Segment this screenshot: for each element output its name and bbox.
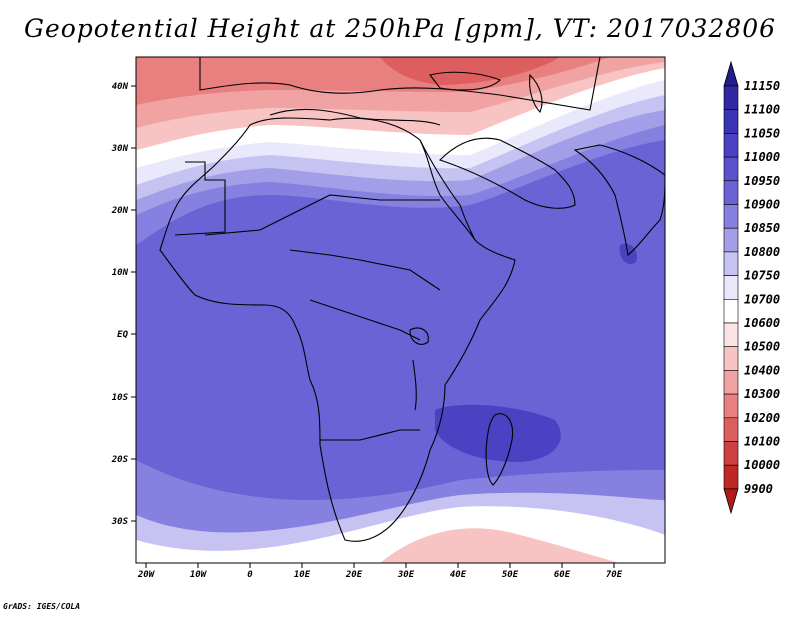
field-band-south-pink — [380, 528, 620, 563]
colorbar-level-label: 10900 — [744, 198, 780, 212]
colorbar-level-label: 10000 — [744, 458, 780, 472]
x-tick-label: 10E — [294, 570, 311, 580]
colorbar-bottom-arrow — [723, 488, 739, 515]
x-tick-label: 20W — [137, 570, 156, 580]
coast-black-sea — [429, 71, 501, 91]
colorbar-band — [723, 417, 739, 442]
coast-lake-malawi — [412, 359, 417, 411]
colorbar-level-label: 11050 — [744, 126, 780, 140]
colorbar-level-label: 11150 — [744, 79, 780, 93]
x-tick-label: 20E — [345, 570, 363, 580]
border-sahel — [204, 194, 440, 236]
colorbar-band — [723, 441, 739, 466]
colorbar-level-label: 10600 — [744, 316, 780, 330]
colorbar-band — [723, 464, 739, 490]
colorbar-level-label: 10100 — [744, 435, 780, 449]
y-tick-label: EQ — [117, 330, 128, 340]
colorbar-band — [723, 275, 739, 300]
y-axis-ticks: 40N 30N 20N 10N EQ 10S 20S 30S — [111, 82, 136, 527]
colorbar-level-label: 10850 — [744, 221, 780, 235]
coast-lake-victoria — [409, 327, 429, 345]
grads-credit: GrADS: IGES/COLA — [3, 602, 81, 611]
x-axis-ticks: 20W 10W 0 10E 20E 30E 40E 50E 60E 70E — [137, 563, 623, 580]
border-congo — [309, 299, 421, 341]
y-tick-label: 20S — [111, 455, 129, 465]
x-tick-label: 30E — [397, 570, 415, 580]
x-tick-label: 50E — [502, 570, 519, 580]
y-tick-label: 30S — [111, 517, 129, 527]
coast-red-sea — [419, 139, 476, 241]
colorbar-band — [723, 180, 739, 205]
border-central — [289, 249, 441, 291]
colorbar-level-label: 11100 — [744, 103, 780, 117]
x-tick-label: 70E — [606, 570, 623, 580]
coast-caspian — [529, 73, 543, 113]
colorbar-band — [723, 85, 739, 111]
colorbar-band — [723, 156, 739, 182]
field-cell-madagascar-low — [435, 404, 561, 462]
x-tick-label: 0 — [247, 570, 253, 580]
colorbar-band — [723, 322, 739, 348]
colorbar-band — [723, 133, 739, 158]
colorbar-level-label: 10200 — [744, 411, 780, 425]
y-tick-label: 30N — [111, 144, 129, 154]
y-tick-label: 20N — [111, 206, 129, 216]
colorbar-level-label: 10400 — [744, 363, 780, 377]
colorbar-level-label: 10750 — [744, 269, 780, 283]
border-south — [320, 429, 420, 441]
border-west-sahara — [174, 161, 226, 236]
colorbar-band — [723, 227, 739, 253]
colorbar-band — [723, 370, 739, 395]
x-tick-label: 40E — [450, 570, 467, 580]
coastlines — [159, 57, 665, 542]
colorbar-band — [723, 109, 739, 134]
colorbar-labels: 11150 11100 11050 11000 10950 10900 10850 10800… — [744, 79, 780, 496]
coast-mediterranean — [269, 108, 441, 126]
colorbar-band — [723, 298, 739, 324]
colorbar-band — [723, 393, 739, 419]
x-tick-label: 10W — [190, 570, 208, 580]
coast-madagascar — [485, 413, 514, 486]
colorbar-bands — [723, 60, 739, 515]
x-tick-label: 60E — [554, 570, 571, 580]
colorbar-level-label: 11000 — [744, 150, 780, 164]
coast-arabia — [438, 137, 576, 209]
colorbar-level-label: 9900 — [744, 482, 773, 496]
coast-europe — [199, 57, 601, 111]
coast-africa — [159, 117, 516, 542]
plot-frame — [135, 56, 666, 564]
colorbar-level-label: 10950 — [744, 174, 780, 188]
y-tick-label: 10N — [112, 268, 129, 278]
y-tick-label: 10S — [112, 393, 129, 403]
colorbar-band — [723, 346, 739, 371]
y-tick-label: 40N — [112, 82, 129, 92]
colorbar-level-label: 10300 — [744, 387, 780, 401]
coast-india — [573, 144, 665, 257]
colorbar-level-label: 10800 — [744, 245, 780, 259]
field-band-north-deepred — [380, 57, 560, 85]
colorbar-top-arrow — [723, 60, 739, 87]
colorbar-band — [723, 251, 739, 276]
colorbar-level-label: 10500 — [744, 340, 780, 354]
colorbar-level-label: 10700 — [744, 292, 780, 306]
colorbar-band — [723, 204, 739, 229]
map-title: Geopotential Height at 250hPa [gpm], VT:… — [23, 14, 777, 43]
